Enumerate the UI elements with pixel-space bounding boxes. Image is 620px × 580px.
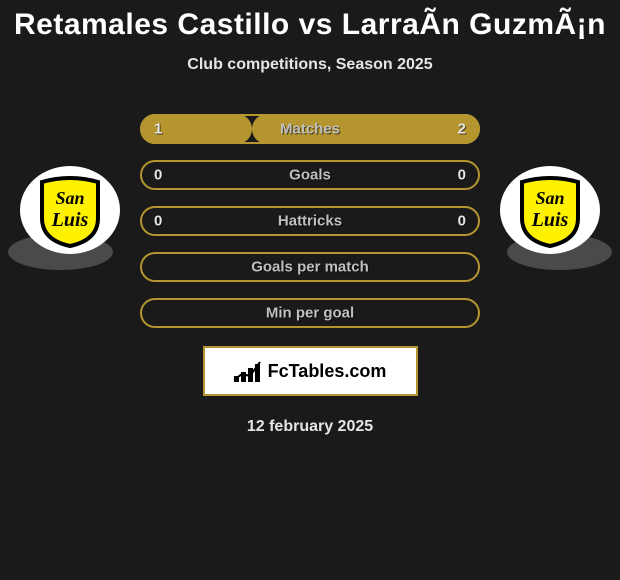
stat-row: Min per goal (140, 298, 480, 328)
stat-row: Goals per match (140, 252, 480, 282)
svg-text:San: San (535, 188, 564, 208)
stat-row: Matches12 (140, 114, 480, 144)
stat-border (140, 298, 480, 328)
trend-line-icon (232, 360, 262, 382)
right-club-crest: San Luis (500, 166, 600, 254)
stat-row: Hattricks00 (140, 206, 480, 236)
page-title: Retamales Castillo vs LarraÃ­n GuzmÃ¡n (0, 0, 620, 42)
svg-text:Luis: Luis (531, 209, 569, 231)
comparison-date: 12 february 2025 (0, 418, 620, 436)
stat-row: Goals00 (140, 160, 480, 190)
stat-border (140, 252, 480, 282)
fctables-watermark: FcTables.com (203, 346, 418, 396)
subtitle: Club competitions, Season 2025 (0, 56, 620, 74)
crest-icon: San Luis (500, 166, 600, 254)
left-club-crest: San Luis (20, 166, 120, 254)
chart-icon (234, 360, 262, 382)
crest-icon: San Luis (20, 166, 120, 254)
stat-border (140, 160, 480, 190)
svg-text:Luis: Luis (51, 209, 89, 231)
stats-column: Matches12 Goals00 Hattricks00 Goals per mat… (140, 114, 480, 328)
stat-border (140, 206, 480, 236)
svg-text:San: San (55, 188, 84, 208)
fctables-label: FcTables.com (268, 361, 387, 382)
stat-border (140, 114, 480, 144)
comparison-content: San Luis San Luis Matches12 Goals00 Hattri… (0, 114, 620, 436)
